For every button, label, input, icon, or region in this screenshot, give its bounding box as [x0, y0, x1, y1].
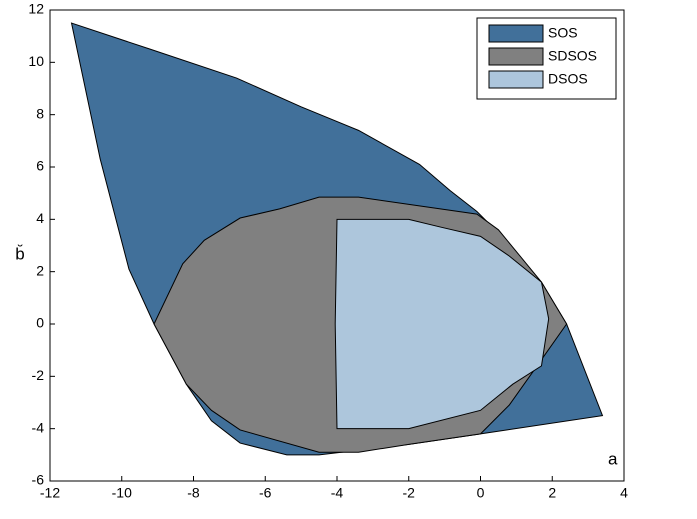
y-tick-label: -2: [32, 367, 45, 383]
x-tick-label: -2: [403, 485, 416, 501]
y-tick-label: 4: [36, 210, 44, 226]
x-tick-label: 2: [548, 485, 556, 501]
legend-swatch: [488, 70, 544, 89]
legend-label: SDSOS: [548, 48, 597, 64]
x-tick-label: -6: [259, 485, 272, 501]
x-tick-label: -8: [187, 485, 200, 501]
legend-label: SOS: [548, 25, 578, 41]
x-tick-label: 4: [620, 485, 628, 501]
x-tick-label: -4: [331, 485, 344, 501]
y-tick-label: -4: [32, 419, 45, 435]
x-axis-label: a: [608, 449, 618, 468]
region: [334, 218, 550, 430]
legend-label: DSOS: [548, 71, 588, 87]
x-tick-label: 0: [477, 485, 485, 501]
legend-swatch: [488, 47, 544, 66]
legend-swatch: [488, 24, 544, 43]
y-tick-label: 8: [36, 105, 44, 121]
y-tick-label: 10: [28, 53, 44, 69]
y-tick-label: 6: [36, 158, 44, 174]
y-tick-label: 2: [36, 262, 44, 278]
x-tick-label: -10: [112, 485, 132, 501]
y-tick-label: 0: [36, 315, 44, 331]
x-tick-label: -12: [40, 485, 60, 501]
y-tick-label: 12: [28, 1, 44, 17]
y-tick-label: -6: [32, 472, 45, 488]
y-axis-label: b̆: [15, 244, 24, 263]
